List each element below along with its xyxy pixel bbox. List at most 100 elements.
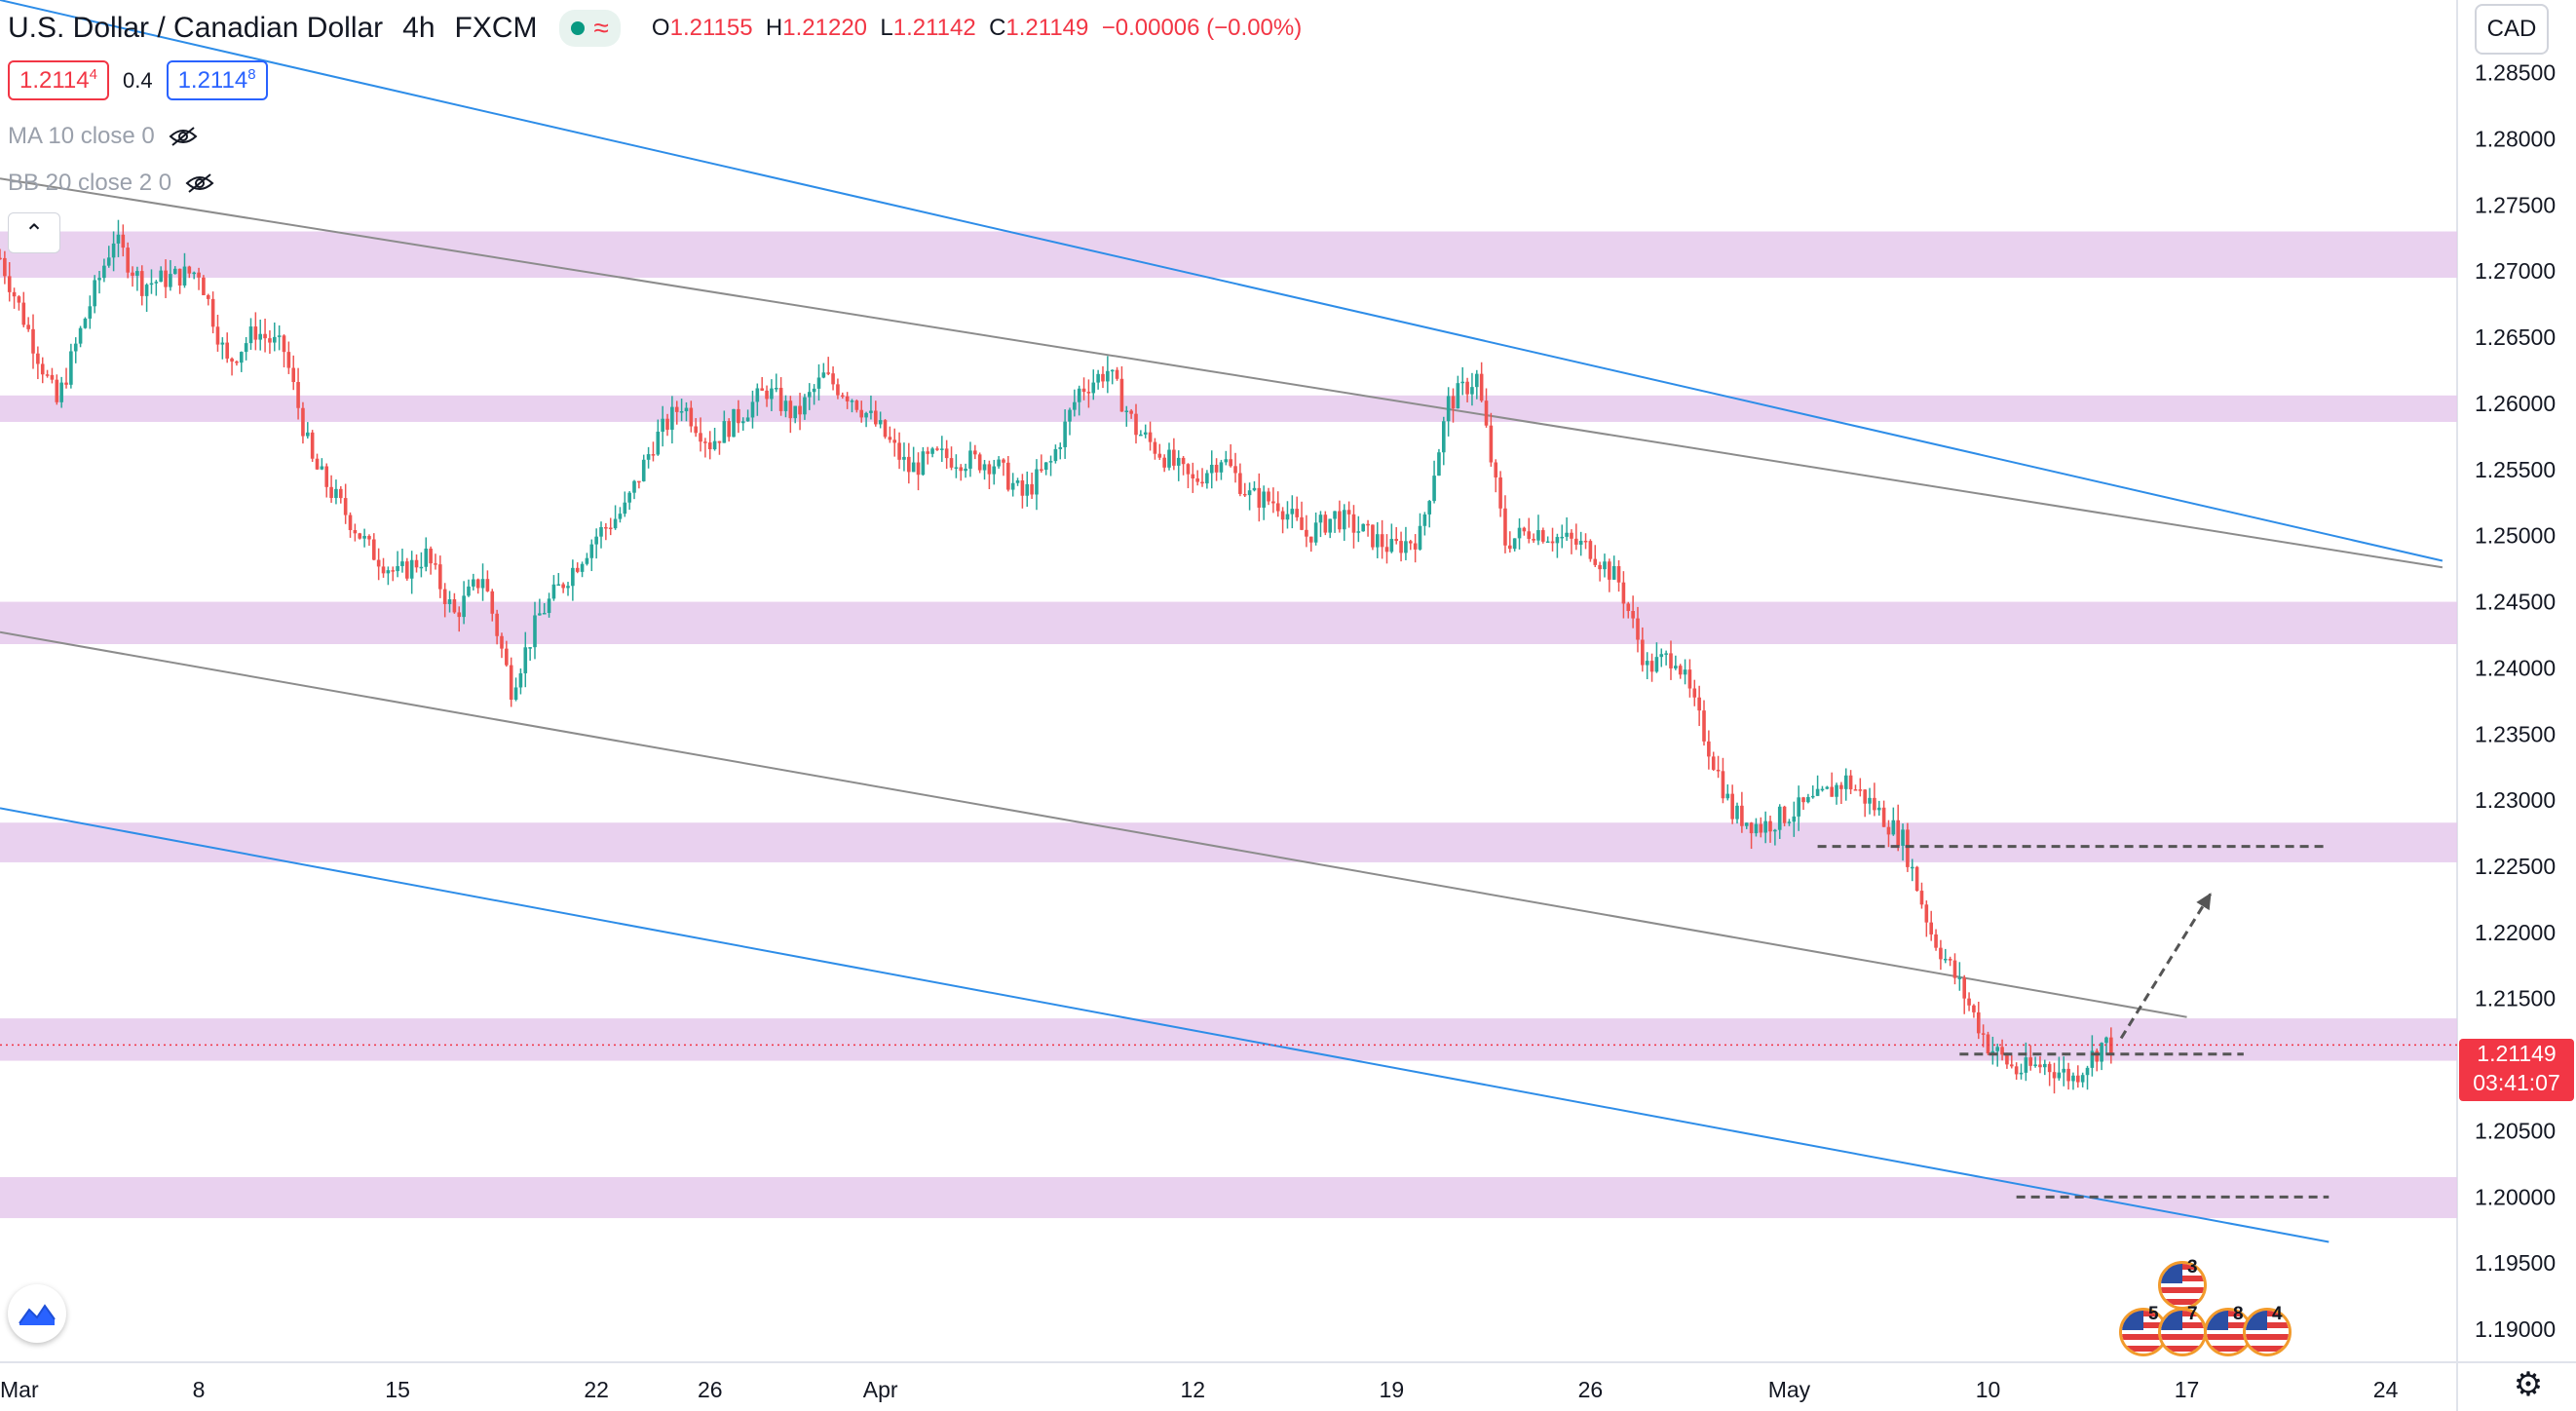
ma-indicator-label[interactable]: MA 10 close 0 bbox=[8, 123, 155, 149]
sell-button[interactable]: 1.21144 bbox=[8, 60, 109, 100]
candle-body bbox=[177, 268, 182, 286]
ohlc-readout: O1.21155 H1.21220 L1.21142 C1.21149 −0.0… bbox=[652, 15, 1302, 42]
settings-gear-icon[interactable]: ⚙ bbox=[2513, 1366, 2544, 1403]
exchange-label: FXCM bbox=[454, 12, 538, 44]
candle-body bbox=[1408, 541, 1413, 544]
candle-body bbox=[1096, 373, 1100, 383]
symbol-name[interactable]: U.S. Dollar / Canadian Dollar bbox=[8, 12, 384, 44]
candle-body bbox=[850, 400, 854, 402]
candle-body bbox=[301, 407, 305, 437]
candle-body bbox=[1285, 514, 1290, 520]
hidden-eye-icon[interactable] bbox=[169, 127, 198, 146]
event-count: 8 bbox=[2233, 1304, 2244, 1324]
candle-body bbox=[1262, 491, 1266, 508]
candle-body bbox=[206, 294, 210, 299]
candle-body bbox=[1153, 441, 1157, 454]
candle-body bbox=[1503, 508, 1507, 546]
us-event-flag-icon[interactable] bbox=[2158, 1308, 2207, 1356]
candle-body bbox=[585, 557, 589, 564]
candle-body bbox=[864, 412, 868, 418]
candle-body bbox=[172, 268, 177, 275]
us-event-flag-icon[interactable] bbox=[2243, 1308, 2292, 1356]
candle-body bbox=[959, 467, 964, 472]
candle-body bbox=[613, 518, 618, 529]
trend-line-mid-gray bbox=[0, 630, 2187, 1018]
tradingview-logo[interactable] bbox=[8, 1284, 66, 1343]
candle-body bbox=[197, 272, 201, 278]
candle-body bbox=[1053, 448, 1058, 462]
candle-body bbox=[1545, 541, 1550, 544]
time-tick-label: May bbox=[1768, 1377, 1811, 1402]
candle-body bbox=[467, 586, 471, 596]
candle-body bbox=[442, 589, 447, 604]
candle-body bbox=[1134, 413, 1138, 436]
candle-body bbox=[1494, 462, 1498, 477]
candle-body bbox=[353, 530, 358, 534]
candle-body bbox=[1214, 464, 1219, 473]
indicator-bb[interactable]: BB 20 close 2 0 bbox=[8, 170, 214, 197]
price-tick-label: 1.24000 bbox=[2475, 655, 2556, 680]
candle-body bbox=[2014, 1066, 2019, 1075]
candle-body bbox=[760, 388, 764, 391]
candle-body bbox=[1863, 789, 1867, 804]
currency-badge[interactable]: CAD bbox=[2475, 4, 2549, 55]
candle-body bbox=[21, 302, 26, 325]
candle-body bbox=[807, 392, 812, 398]
candle-body bbox=[1233, 466, 1237, 474]
price-tick-label: 1.26500 bbox=[2475, 324, 2556, 350]
candle-body bbox=[149, 283, 154, 286]
candle-body bbox=[26, 324, 30, 329]
close-value: 1.21149 bbox=[1005, 15, 1089, 41]
candle-body bbox=[1787, 821, 1792, 823]
hidden-eye-icon[interactable] bbox=[185, 173, 214, 193]
candle-body bbox=[447, 599, 452, 604]
candle-body bbox=[1351, 514, 1356, 533]
candle-body bbox=[892, 439, 897, 443]
candle-body bbox=[1740, 805, 1744, 826]
candle-body bbox=[542, 612, 547, 615]
candle-body bbox=[1555, 537, 1560, 544]
candle-body bbox=[1456, 383, 1460, 409]
candle-body bbox=[59, 382, 63, 402]
bb-indicator-label[interactable]: BB 20 close 2 0 bbox=[8, 170, 172, 196]
price-tick-label: 1.20500 bbox=[2475, 1118, 2556, 1143]
candle-body bbox=[2052, 1072, 2057, 1079]
candle-body bbox=[907, 456, 911, 473]
candle-body bbox=[324, 466, 329, 487]
candle-body bbox=[1380, 534, 1384, 548]
candle-body bbox=[362, 536, 366, 539]
candle-body bbox=[83, 318, 88, 328]
price-tick-label: 1.21500 bbox=[2475, 986, 2556, 1011]
candle-body bbox=[750, 401, 755, 418]
candle-body bbox=[230, 358, 234, 362]
candle-body bbox=[1512, 538, 1517, 550]
candle-body bbox=[1768, 820, 1772, 832]
candle-body bbox=[964, 468, 967, 472]
candle-body bbox=[343, 498, 348, 515]
candle-body bbox=[1371, 524, 1375, 548]
candle-body bbox=[1692, 688, 1697, 698]
candle-body bbox=[727, 421, 731, 438]
candle-body bbox=[73, 343, 78, 352]
candle-body bbox=[1611, 565, 1616, 580]
candle-body bbox=[699, 433, 702, 442]
candle-body bbox=[414, 559, 419, 568]
candle-body bbox=[627, 492, 631, 503]
candle-body bbox=[1981, 1033, 1986, 1035]
support-resistance-zone bbox=[0, 1018, 2457, 1061]
collapse-legend-button[interactable]: ⌃ bbox=[8, 212, 60, 253]
low-value: 1.21142 bbox=[892, 15, 976, 41]
indicator-ma[interactable]: MA 10 close 0 bbox=[8, 123, 198, 150]
close-label: C bbox=[989, 15, 1006, 41]
candle-body bbox=[1101, 373, 1105, 382]
wave-icon: ≈ bbox=[593, 13, 609, 43]
candle-body bbox=[2071, 1075, 2075, 1082]
candle-body bbox=[268, 338, 272, 343]
buy-button[interactable]: 1.21148 bbox=[166, 60, 268, 100]
candle-body bbox=[854, 400, 859, 410]
market-status-badge[interactable]: ≈ bbox=[558, 10, 621, 47]
candle-body bbox=[1295, 509, 1299, 517]
interval-label[interactable]: 4h bbox=[402, 12, 436, 44]
us-event-flag-icon[interactable] bbox=[2158, 1261, 2207, 1310]
